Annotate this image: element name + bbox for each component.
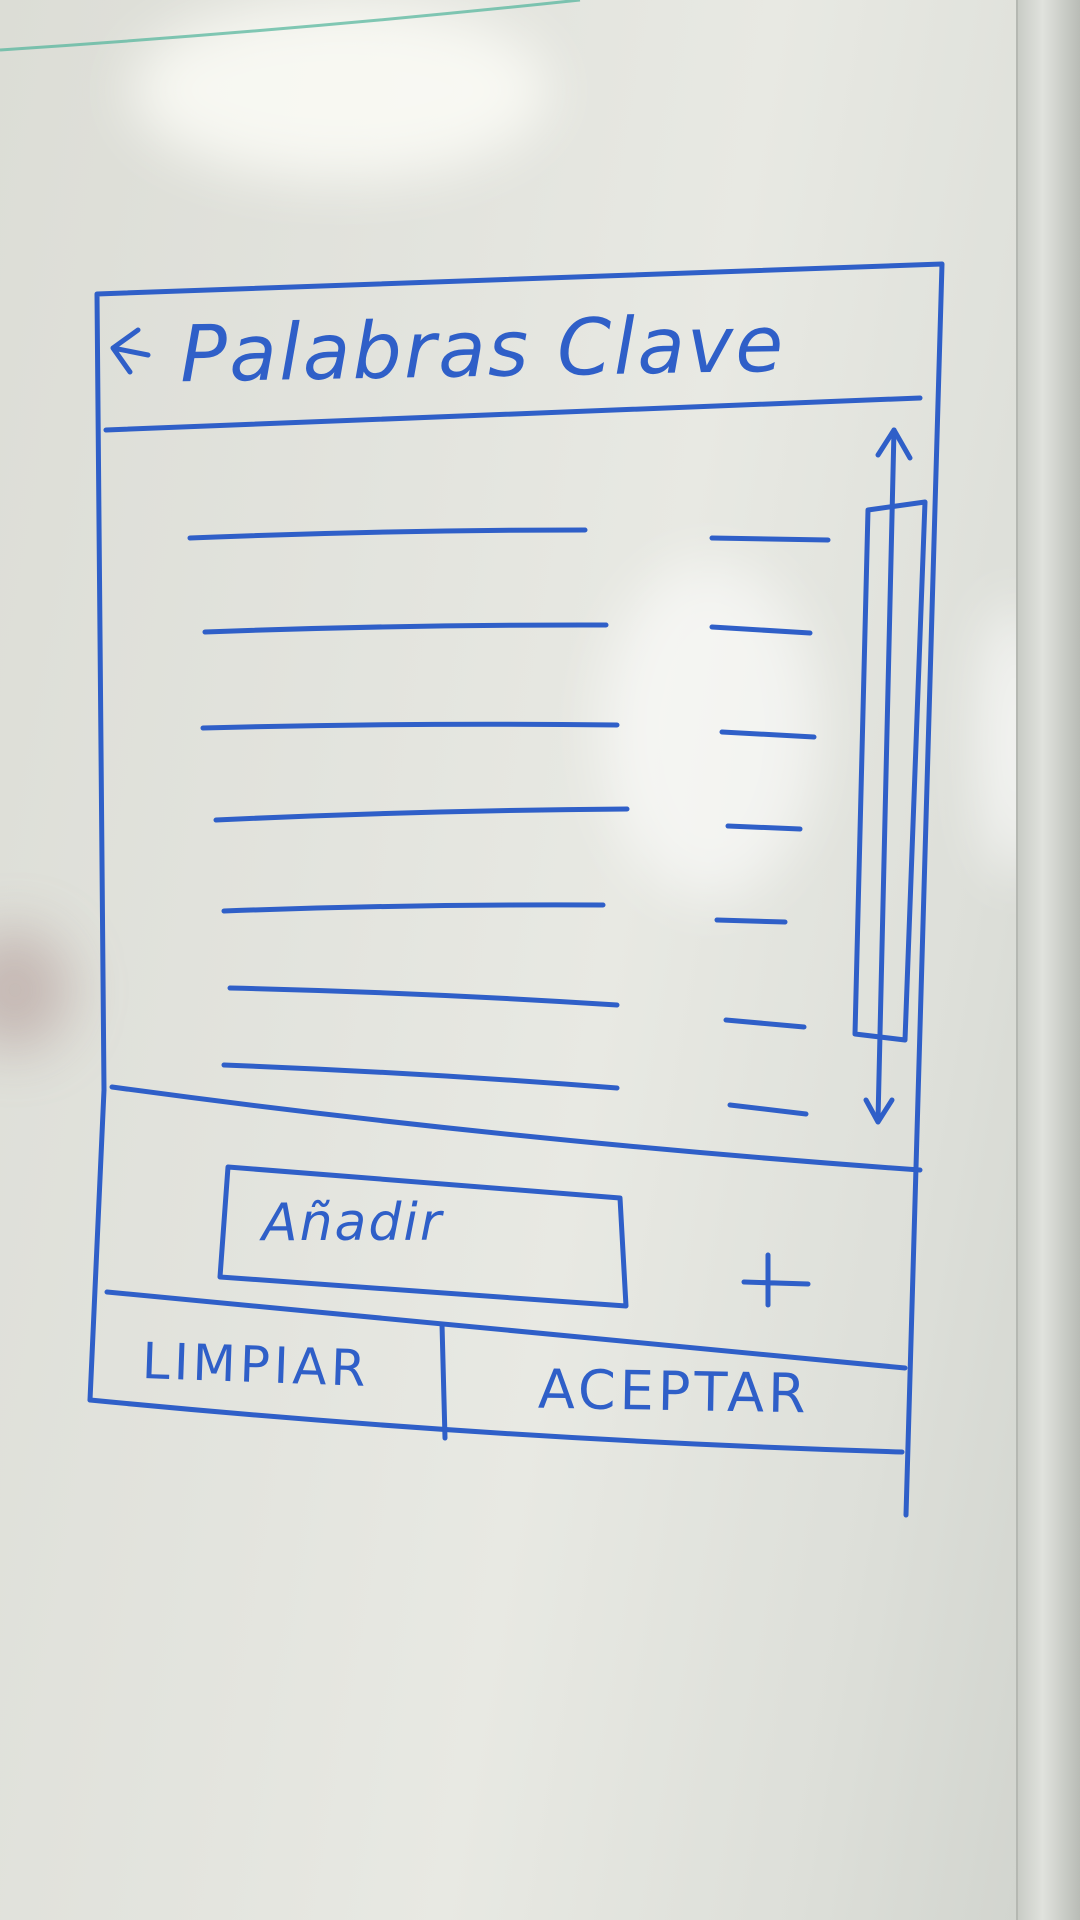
remove-keyword-dash — [723, 1017, 807, 1030]
list-divider — [109, 1084, 923, 1173]
keyword-text-placeholder — [221, 1062, 620, 1091]
keyword-row[interactable] — [187, 527, 831, 543]
scroll-thumb — [852, 499, 928, 1043]
keyword-row[interactable] — [213, 806, 803, 832]
remove-keyword-dash — [727, 1102, 809, 1117]
scroll-thumb-handle[interactable] — [855, 505, 925, 1040]
remove-keyword-dash — [719, 729, 817, 740]
add-keyword-button[interactable] — [735, 1245, 815, 1315]
clear-button[interactable] — [95, 1300, 440, 1425]
plus-icon — [741, 1252, 811, 1308]
header-divider — [103, 395, 923, 433]
footer-bottom-line — [87, 1397, 905, 1455]
keyword-row[interactable] — [202, 622, 813, 636]
keyword-row[interactable] — [200, 721, 817, 740]
remove-keyword-dash — [725, 823, 803, 832]
remove-keyword-dash — [714, 917, 788, 925]
accept-button[interactable] — [448, 1325, 903, 1445]
scroll-arrow-down — [863, 1097, 895, 1125]
keyword-text-placeholder — [202, 622, 609, 635]
scrollbar — [852, 427, 928, 1125]
remove-keyword-dash — [709, 624, 813, 636]
back-button[interactable] — [100, 320, 160, 390]
keyword-text-placeholder — [187, 527, 588, 541]
keyword-text-placeholder — [227, 985, 620, 1008]
keyword-text-placeholder — [213, 806, 630, 823]
keyword-row[interactable] — [221, 1062, 809, 1117]
scroll-track — [875, 427, 897, 1123]
add-keyword-input[interactable] — [225, 1170, 625, 1300]
scroll-arrow-up — [875, 427, 913, 461]
keyword-text-placeholder — [221, 902, 606, 914]
board-stroke — [0, 0, 581, 52]
page-title: Palabras Clave — [179, 299, 786, 401]
whiteboard-frame — [1016, 0, 1080, 1920]
keyword-row[interactable] — [227, 985, 807, 1030]
remove-keyword-dash — [709, 535, 831, 543]
add-field-placeholder: Añadir — [262, 1193, 444, 1253]
add-field-box — [217, 1164, 629, 1309]
keyword-text-placeholder — [200, 721, 620, 731]
keyword-row[interactable] — [221, 902, 788, 925]
screen-frame — [87, 261, 945, 1518]
footer-divider — [104, 1289, 908, 1371]
footer-button-divider — [439, 1321, 448, 1441]
back-arrow-icon — [110, 327, 151, 375]
